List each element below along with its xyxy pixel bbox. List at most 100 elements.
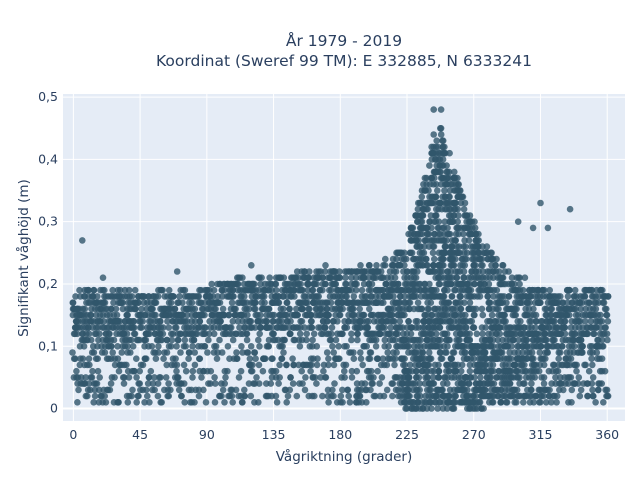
data-point — [552, 374, 559, 381]
data-point — [401, 249, 408, 257]
x-tick-label: 270 — [462, 427, 486, 442]
data-point — [443, 330, 451, 338]
data-point — [415, 237, 423, 244]
data-point — [446, 230, 454, 238]
data-point — [110, 336, 118, 344]
data-point — [196, 318, 204, 325]
data-point — [241, 392, 248, 400]
data-point — [505, 293, 513, 300]
data-point — [423, 224, 430, 232]
data-point — [394, 330, 402, 338]
data-point — [222, 374, 229, 381]
data-point — [131, 330, 139, 338]
outlier-point — [537, 199, 544, 207]
data-point — [460, 205, 468, 213]
data-point — [71, 355, 79, 363]
data-point — [376, 330, 384, 338]
data-point — [391, 361, 398, 369]
data-point — [348, 286, 355, 294]
data-point — [393, 255, 400, 263]
data-point — [560, 386, 567, 394]
data-point — [508, 367, 515, 375]
data-point — [233, 349, 240, 356]
data-point — [283, 399, 291, 406]
data-point — [323, 349, 331, 356]
data-point — [513, 399, 520, 406]
data-point — [345, 392, 353, 400]
data-point — [169, 330, 177, 338]
data-point — [311, 392, 318, 400]
data-point — [431, 255, 438, 263]
data-point — [193, 330, 201, 338]
data-point — [298, 318, 306, 325]
data-point — [465, 380, 473, 387]
data-point — [467, 286, 475, 294]
data-point — [466, 212, 474, 219]
data-point — [372, 336, 380, 344]
data-point — [328, 324, 336, 331]
data-point — [508, 343, 515, 350]
data-point — [236, 324, 243, 331]
data-point — [520, 399, 527, 406]
data-point — [133, 399, 140, 406]
data-point — [424, 374, 432, 381]
data-point — [245, 305, 253, 313]
data-point — [321, 324, 329, 331]
data-point — [348, 274, 355, 282]
data-point — [374, 355, 382, 363]
data-point — [549, 361, 557, 369]
data-point — [212, 343, 220, 350]
data-point — [191, 318, 199, 325]
data-point — [308, 361, 315, 369]
data-point — [493, 255, 500, 263]
data-point — [500, 392, 508, 400]
data-point — [237, 367, 245, 375]
data-point — [540, 374, 548, 381]
data-point — [603, 311, 610, 319]
data-point — [460, 274, 468, 282]
data-point — [90, 399, 97, 406]
data-point — [561, 330, 569, 338]
data-point — [506, 349, 513, 356]
data-point — [227, 324, 235, 331]
data-point — [252, 355, 259, 363]
data-point — [350, 305, 357, 313]
data-point — [489, 361, 497, 369]
data-point — [568, 299, 576, 307]
data-point — [366, 262, 373, 269]
data-point — [301, 386, 309, 394]
data-point — [381, 336, 389, 344]
data-point — [523, 355, 531, 363]
data-point — [401, 311, 408, 319]
data-point — [462, 311, 469, 319]
data-point — [343, 324, 351, 331]
data-point — [537, 399, 544, 406]
data-point — [73, 318, 81, 325]
data-point — [589, 392, 597, 400]
data-point — [86, 386, 94, 394]
data-point — [543, 336, 550, 344]
data-point — [80, 380, 88, 387]
data-point — [171, 324, 179, 331]
data-point — [338, 330, 346, 338]
data-point — [135, 299, 142, 307]
data-point — [530, 399, 537, 406]
data-point — [230, 293, 237, 300]
data-point — [272, 367, 280, 375]
data-point — [96, 330, 103, 338]
data-point — [538, 392, 545, 400]
data-point — [515, 336, 522, 344]
data-point — [564, 293, 572, 300]
data-point — [216, 299, 224, 307]
data-point — [425, 349, 433, 356]
data-point — [577, 305, 584, 313]
data-point — [457, 293, 465, 300]
data-point — [280, 274, 288, 282]
data-point — [453, 367, 460, 375]
data-point — [383, 361, 391, 369]
data-point — [536, 349, 544, 356]
data-point — [379, 286, 387, 294]
data-point — [303, 336, 310, 344]
data-point — [167, 386, 174, 394]
data-point — [471, 374, 478, 381]
